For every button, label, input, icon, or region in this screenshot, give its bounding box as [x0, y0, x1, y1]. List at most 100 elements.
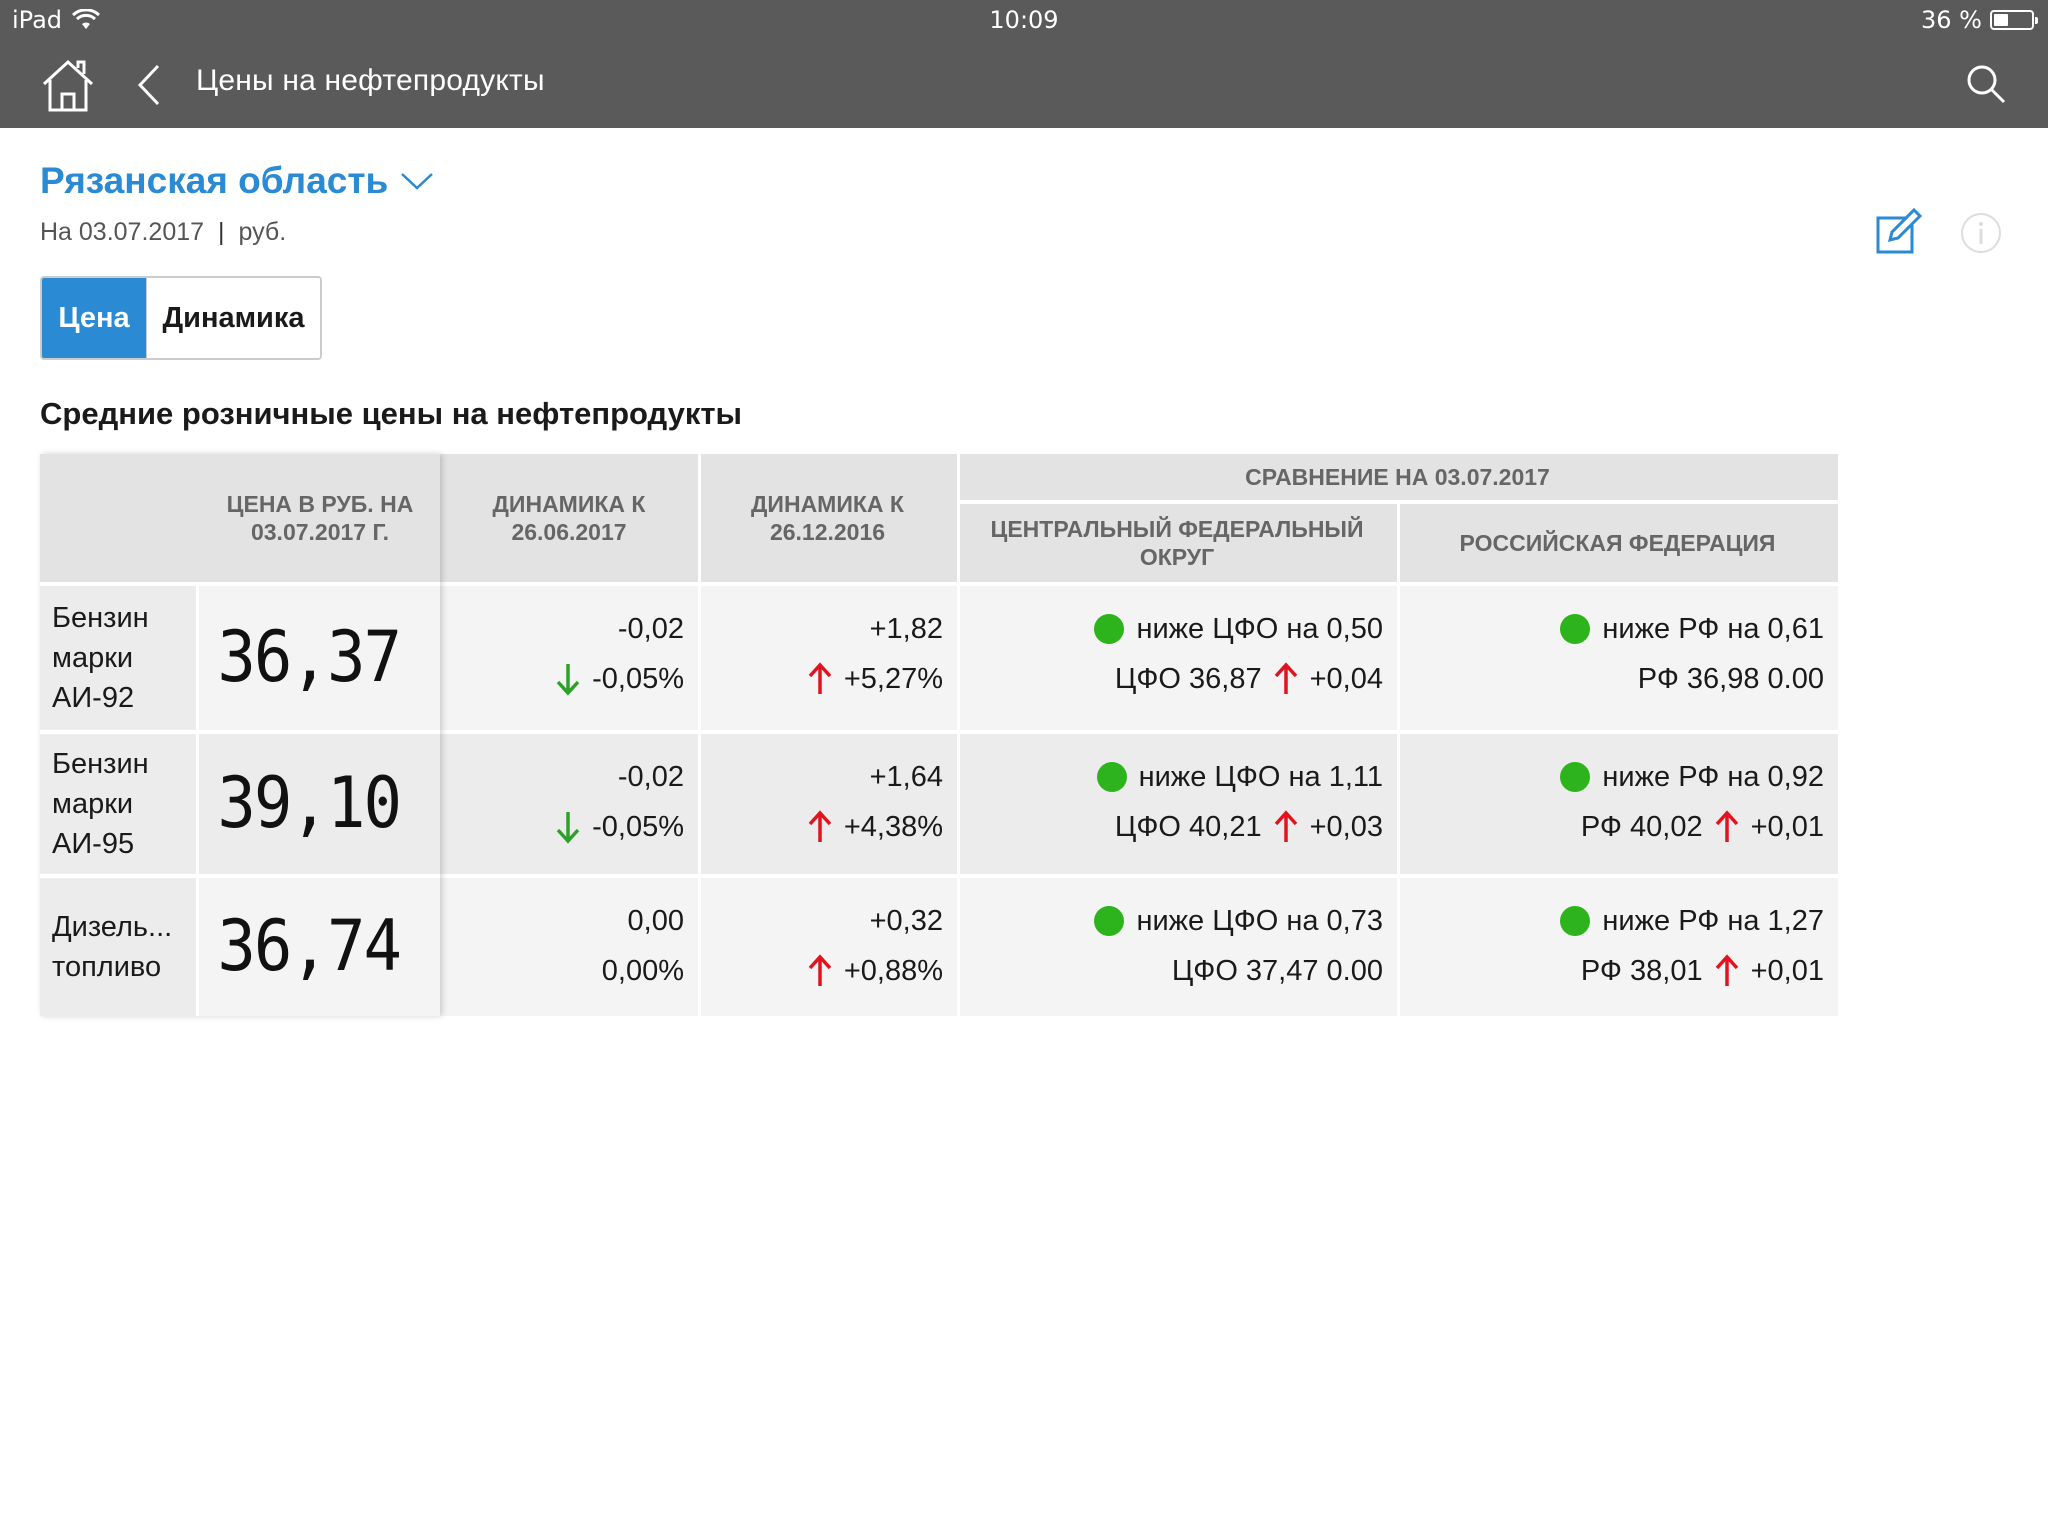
prices-table: ЦЕНА В РУБ. НА 03.07.2017 Г. ДИНАМИКА К …	[40, 454, 1838, 1016]
edit-icon[interactable]	[1876, 208, 1922, 254]
battery-icon	[1990, 10, 2038, 30]
row-cfo: ниже ЦФО на 0,73 ЦФО 37,47 0.00	[957, 896, 1397, 996]
unit-label: руб.	[238, 218, 287, 246]
row-price: 36,37	[217, 617, 402, 699]
arrow-down-icon	[556, 812, 580, 844]
dyn2-pct: +0,88%	[843, 954, 943, 987]
header-cfo-label: ЦЕНТРАЛЬНЫЙ ФЕДЕРАЛЬНЫЙ ОКРУГ	[990, 516, 1364, 570]
back-chevron-icon[interactable]	[134, 62, 164, 108]
header-dyn2: ДИНАМИКА К 26.12.2016	[698, 454, 957, 582]
header-rf-label: РОССИЙСКАЯ ФЕДЕРАЦИЯ	[1459, 530, 1776, 556]
cfo-compare: ниже ЦФО на 1,11	[1138, 760, 1383, 793]
header-price: ЦЕНА В РУБ. НА 03.07.2017 Г.	[40, 454, 440, 582]
arrow-up-icon	[808, 810, 832, 842]
cfo-delta: +0,04	[1309, 662, 1383, 695]
rf-delta: +0,01	[1750, 810, 1824, 843]
row-dyn1: -0,02 -0,05%	[440, 752, 698, 852]
row-dyn1: -0,02 -0,05%	[440, 604, 698, 704]
table-row	[40, 586, 1838, 730]
dyn2-pct: +5,27%	[843, 662, 943, 695]
status-dot-icon	[1560, 762, 1591, 792]
dyn1-pct: 0,00%	[601, 954, 684, 987]
status-dot-icon	[1094, 906, 1125, 936]
header-rf: РОССИЙСКАЯ ФЕДЕРАЦИЯ	[1397, 504, 1838, 582]
status-dot-icon	[1560, 906, 1591, 936]
separator: |	[218, 218, 225, 246]
header-dyn1: ДИНАМИКА К 26.06.2017	[440, 454, 698, 582]
arrow-up-icon	[1715, 954, 1738, 986]
cfo-delta: +0,03	[1309, 810, 1383, 843]
dyn1-abs: -0,02	[617, 760, 684, 793]
info-icon[interactable]	[1960, 212, 2002, 254]
tab-dynamics[interactable]: Динамика	[146, 278, 320, 358]
cfo-compare: ниже ЦФО на 0,73	[1136, 904, 1383, 937]
rf-value: РФ 40,02	[1580, 810, 1703, 843]
home-icon[interactable]	[40, 58, 96, 114]
header-dyn1-label: ДИНАМИКА К 26.06.2017	[492, 491, 646, 545]
rf-compare: ниже РФ на 0,92	[1602, 760, 1824, 793]
dyn2-abs: +1,64	[869, 760, 943, 793]
dyn1-pct: -0,05%	[592, 662, 684, 695]
dyn2-abs: +0,32	[869, 904, 943, 937]
dyn2-pct: +4,38%	[843, 810, 943, 843]
cfo-value: ЦФО 36,87	[1114, 662, 1262, 695]
row-rf: ниже РФ на 0,92 РФ 40,02 +0,01	[1397, 752, 1838, 852]
row-name: Дизель... топливо	[52, 911, 173, 983]
arrow-up-icon	[1274, 662, 1297, 694]
row-dyn2: +1,64 +4,38%	[698, 752, 957, 852]
row-name: Бензин марки АИ-95	[52, 748, 149, 860]
arrow-up-icon	[808, 662, 832, 694]
rf-delta: +0,01	[1750, 954, 1824, 987]
header-dyn2-label: ДИНАМИКА К 26.12.2016	[751, 491, 904, 545]
row-cfo: ниже ЦФО на 0,50 ЦФО 36,87 +0,04	[957, 604, 1397, 704]
clock: 10:09	[989, 6, 1059, 34]
rf-value: РФ 36,98 0.00	[1637, 662, 1824, 695]
region-selector[interactable]: Рязанская область	[40, 160, 434, 202]
search-icon[interactable]	[1964, 62, 2008, 106]
date-label: На 03.07.2017	[40, 218, 205, 246]
row-rf: ниже РФ на 1,27 РФ 38,01 +0,01	[1397, 896, 1838, 996]
header-compare-label: СРАВНЕНИЕ НА 03.07.2017	[1245, 464, 1550, 490]
arrow-up-icon	[808, 954, 832, 986]
row-rf: ниже РФ на 0,61 РФ 36,98 0.00	[1397, 604, 1838, 704]
status-dot-icon	[1560, 614, 1591, 644]
cfo-value: ЦФО 37,47 0.00	[1171, 954, 1383, 987]
row-dyn2: +0,32 +0,88%	[698, 896, 957, 996]
battery-percent: 36 %	[1921, 6, 1982, 34]
section-title: Средние розничные цены на нефтепродукты	[40, 396, 743, 431]
status-dot-icon	[1094, 614, 1125, 644]
dyn1-pct: -0,05%	[592, 810, 684, 843]
cfo-value: ЦФО 40,21	[1114, 810, 1262, 843]
row-dyn1: 0,00 0,00%	[440, 896, 698, 996]
header-price-label: ЦЕНА В РУБ. НА 03.07.2017 Г.	[226, 491, 414, 545]
device-label: iPad	[12, 6, 63, 34]
header-compare: СРАВНЕНИЕ НА 03.07.2017	[957, 454, 1838, 500]
dyn1-abs: -0,02	[617, 612, 684, 645]
tab-price[interactable]: Цена	[42, 278, 146, 358]
dyn1-abs: 0,00	[627, 904, 684, 937]
row-cfo: ниже ЦФО на 1,11 ЦФО 40,21 +0,03	[957, 752, 1397, 852]
date-unit-line: На 03.07.2017 | руб.	[40, 218, 286, 247]
arrow-up-icon	[1715, 810, 1738, 842]
view-toggle: Цена Динамика	[40, 276, 322, 360]
row-price: 39,10	[217, 763, 402, 845]
table-row	[40, 878, 1838, 1016]
header-cfo: ЦЕНТРАЛЬНЫЙ ФЕДЕРАЛЬНЫЙ ОКРУГ	[957, 504, 1397, 582]
rf-value: РФ 38,01	[1580, 954, 1703, 987]
arrow-down-icon	[556, 664, 580, 696]
status-dot-icon	[1096, 762, 1127, 792]
rf-compare: ниже РФ на 0,61	[1602, 612, 1824, 645]
page-title: Цены на нефтепродукты	[196, 64, 545, 97]
region-name: Рязанская область	[40, 160, 389, 201]
dyn2-abs: +1,82	[869, 612, 943, 645]
row-name: Бензин марки АИ-92	[52, 602, 149, 714]
rf-compare: ниже РФ на 1,27	[1602, 904, 1824, 937]
status-bar: iPad 10:09 36 %	[0, 0, 2048, 42]
arrow-up-icon	[1274, 810, 1297, 842]
wifi-icon	[72, 9, 101, 29]
chevron-down-icon	[401, 173, 434, 190]
table-row	[40, 734, 1838, 874]
row-price: 36,74	[217, 906, 402, 988]
navigation-bar: Цены на нефтепродукты	[0, 42, 2048, 128]
cfo-compare: ниже ЦФО на 0,50	[1136, 612, 1383, 645]
